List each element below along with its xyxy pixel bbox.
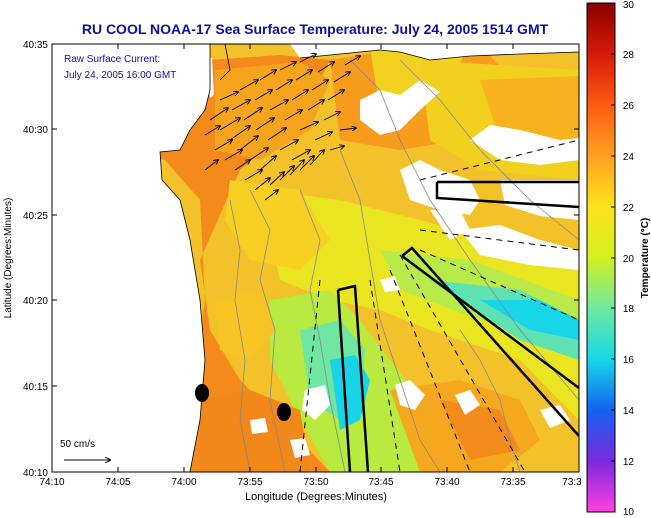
x-tick-label: 74:05 [105, 477, 130, 488]
surface-current-vectors [204, 54, 360, 201]
sandy-hook [205, 58, 214, 98]
colorbar-gradient [586, 2, 616, 513]
colorbar-tick-label: 26 [623, 101, 635, 112]
land-areas [52, 44, 579, 472]
colorbar-tick-label: 22 [623, 203, 635, 214]
current-label-line2: July 24, 2005 16:00 GMT [64, 70, 176, 81]
colorbar-tick-label: 18 [623, 304, 635, 315]
x-tick-marks [117, 44, 514, 472]
colorbar-tick-label: 30 [623, 0, 635, 11]
station-dot-1 [195, 384, 209, 402]
x-tick-label: 73:55 [237, 477, 262, 488]
long-island-land [290, 44, 579, 60]
y-tick-marks [52, 128, 579, 387]
colorbar: 30 28 26 24 22 20 18 16 14 12 10 Tempera… [586, 0, 651, 518]
y-axis-title: Latitude (Degrees:Minutes) [3, 198, 14, 319]
x-tick-label: 73:50 [303, 477, 328, 488]
figure-title: RU COOL NOAA-17 Sea Surface Temperature:… [82, 21, 549, 37]
x-tick-label: 74:10 [39, 477, 64, 488]
colorbar-title: Temperature (°C) [640, 218, 651, 299]
y-axis: 40:35 40:30 40:25 40:20 40:15 40:10 [23, 40, 48, 479]
colorbar-tick-label: 12 [623, 457, 635, 468]
colorbar-tick-label: 14 [623, 406, 635, 417]
y-tick-label: 40:20 [23, 296, 48, 307]
map-area [52, 44, 579, 472]
y-tick-label: 40:15 [23, 382, 48, 393]
current-label-line1: Raw Surface Current: [64, 54, 160, 65]
x-tick-label: 73:3 [562, 477, 582, 488]
x-axis: 74:10 74:05 74:00 73:55 73:50 73:45 73:4… [39, 477, 582, 488]
colorbar-tick-label: 24 [623, 152, 635, 163]
colorbar-tick-label: 28 [623, 50, 635, 61]
x-tick-label: 74:00 [171, 477, 196, 488]
coastline [159, 44, 579, 472]
colorbar-tick-label: 20 [623, 254, 635, 265]
x-tick-label: 73:40 [434, 477, 459, 488]
y-tick-label: 40:25 [23, 211, 48, 222]
x-tick-label: 73:45 [368, 477, 393, 488]
radial-dashed-lines [299, 139, 579, 472]
colorbar-tick-label: 16 [623, 355, 635, 366]
y-tick-label: 40:30 [23, 125, 48, 136]
transect-boxes [336, 180, 579, 472]
bathymetry-contours [229, 59, 579, 472]
x-tick-label: 73:35 [500, 477, 525, 488]
colorbar-tick-marks [611, 53, 615, 462]
y-tick-label: 40:10 [23, 468, 48, 479]
new-jersey-land [52, 44, 210, 472]
y-tick-label: 40:35 [23, 40, 48, 51]
colorbar-tick-label: 10 [623, 507, 635, 518]
scale-label: 50 cm/s [60, 439, 95, 450]
x-axis-title: Longitude (Degrees:Minutes) [245, 491, 387, 503]
station-dot-2 [277, 403, 291, 421]
